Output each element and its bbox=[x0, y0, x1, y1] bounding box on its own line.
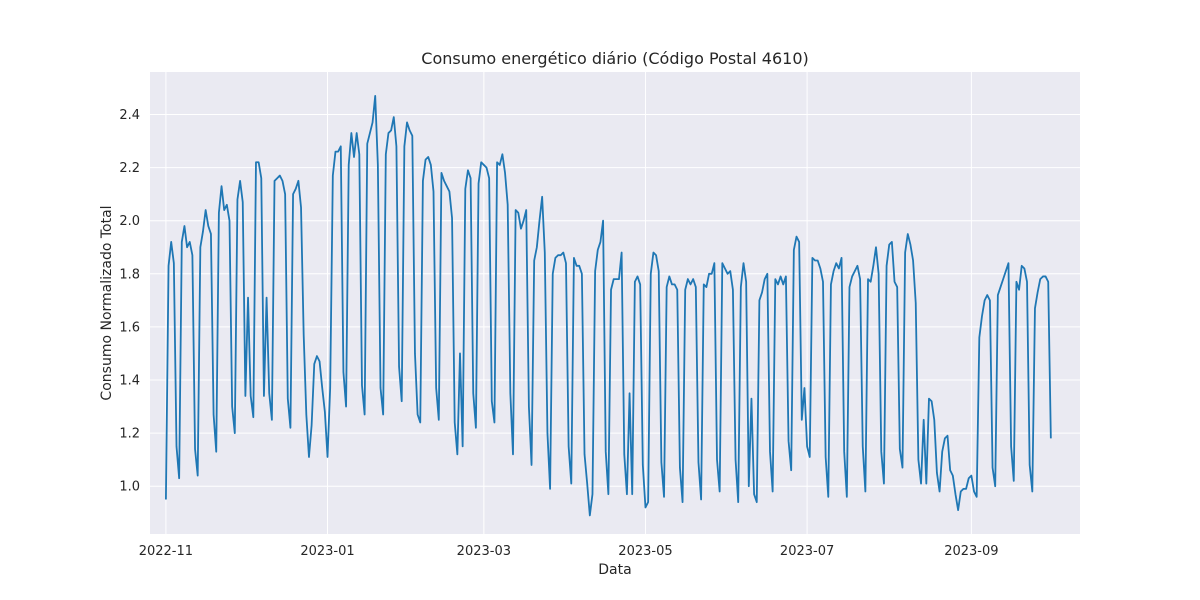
series-layer bbox=[165, 95, 1052, 517]
x-tick-label: 2023-07 bbox=[780, 544, 834, 559]
x-axis-label: Data bbox=[598, 562, 631, 578]
x-axis-ticks: 2022-11 2023-01 2023-03 2023-05 2023-07 2023-… bbox=[139, 544, 999, 559]
x-tick-label: 2023-09 bbox=[944, 544, 998, 559]
y-tick-label: 2.2 bbox=[119, 161, 140, 176]
x-tick-label: 2022-11 bbox=[139, 544, 193, 559]
y-tick-label: 1.8 bbox=[119, 267, 140, 282]
y-axis-label: Consumo Normalizado Total bbox=[99, 205, 115, 400]
x-tick-label: 2023-01 bbox=[300, 544, 354, 559]
x-tick-label: 2023-05 bbox=[618, 544, 672, 559]
y-tick-label: 1.2 bbox=[119, 427, 140, 442]
y-axis-ticks: 1.0 1.2 1.4 1.6 1.8 2.0 2.2 2.4 bbox=[119, 108, 140, 495]
y-tick-label: 1.6 bbox=[119, 320, 140, 335]
y-tick-label: 2.0 bbox=[119, 214, 140, 229]
y-tick-label: 1.4 bbox=[119, 374, 140, 389]
series-line bbox=[165, 95, 1052, 517]
y-tick-label: 1.0 bbox=[119, 480, 140, 495]
chart-title: Consumo energético diário (Código Postal… bbox=[421, 49, 808, 68]
y-tick-label: 2.4 bbox=[119, 108, 140, 123]
x-tick-label: 2023-03 bbox=[457, 544, 511, 559]
